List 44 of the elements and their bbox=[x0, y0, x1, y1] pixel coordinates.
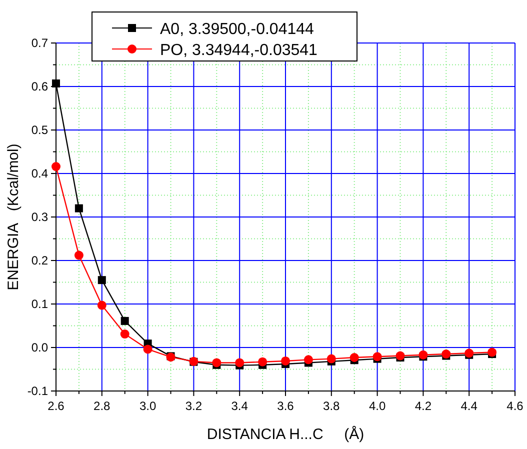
point bbox=[304, 355, 313, 364]
y-tick-label: 0.4 bbox=[31, 166, 48, 180]
point bbox=[258, 357, 268, 366]
point bbox=[396, 351, 405, 360]
x-tick-label: 4.0 bbox=[368, 399, 386, 413]
point bbox=[326, 354, 336, 364]
point bbox=[74, 250, 84, 260]
legend-label: A0, 3.39500,-0.04144 bbox=[160, 21, 314, 38]
point bbox=[98, 276, 106, 284]
x-tick-label: 3.4 bbox=[231, 399, 248, 413]
x-tick-label: 3.8 bbox=[323, 399, 340, 413]
x-tick-label: 3.2 bbox=[185, 399, 202, 413]
x-tick-label: 3.6 bbox=[277, 399, 294, 413]
point bbox=[488, 348, 497, 357]
y-tick-label: 0.0 bbox=[31, 340, 48, 354]
x-tick-label: 2.8 bbox=[94, 399, 111, 413]
point bbox=[212, 358, 222, 368]
x-tick-label: 4.4 bbox=[460, 399, 478, 413]
y-tick-label: 0.2 bbox=[31, 254, 48, 268]
y-tick-label: -0.1 bbox=[27, 384, 48, 398]
point bbox=[235, 358, 244, 368]
point bbox=[52, 79, 60, 88]
point bbox=[143, 344, 152, 354]
x-tick-label: 3.0 bbox=[139, 399, 156, 413]
legend-label: PO, 3.34944,-0.03541 bbox=[160, 42, 318, 59]
point bbox=[120, 330, 130, 339]
point bbox=[52, 162, 60, 172]
point bbox=[74, 204, 83, 212]
point bbox=[350, 353, 359, 362]
x-axis-title: DISTANCIA H...C (Å) bbox=[206, 425, 364, 443]
x-tick-label: 4.6 bbox=[506, 399, 524, 413]
y-tick-label: 0.3 bbox=[31, 210, 48, 224]
point bbox=[418, 350, 428, 360]
y-axis-title: ENERGIA (Kcal/mol) bbox=[5, 144, 22, 290]
y-tick-label: 0.6 bbox=[31, 80, 48, 94]
y-tick-label: 0.1 bbox=[31, 297, 48, 311]
x-tick-label: 2.6 bbox=[48, 399, 65, 413]
point bbox=[97, 300, 106, 310]
y-tick-label: 0.5 bbox=[31, 123, 48, 137]
point bbox=[120, 316, 129, 325]
point bbox=[281, 356, 290, 366]
point bbox=[372, 352, 382, 362]
y-tick-label: 0.7 bbox=[31, 36, 48, 50]
x-tick-label: 4.2 bbox=[414, 399, 432, 413]
